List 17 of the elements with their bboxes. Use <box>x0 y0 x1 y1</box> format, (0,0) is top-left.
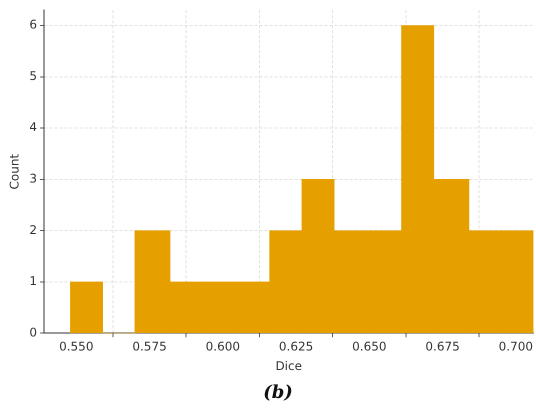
y-tick-label: 1 <box>29 274 38 288</box>
x-tick-label: 0.650 <box>352 340 386 354</box>
text: (b) <box>262 382 294 403</box>
x-tick-label: 0.600 <box>206 340 240 354</box>
y-tick-label: 4 <box>29 120 38 134</box>
y-axis-title: Count <box>7 154 22 190</box>
x-tick-label: 0.675 <box>425 340 460 354</box>
y-tick-label: 5 <box>29 68 38 83</box>
y-tick-label: 2 <box>29 222 38 237</box>
y-tick-label: 6 <box>29 18 38 32</box>
y-tick-label: 0 <box>29 325 38 340</box>
x-tick-label: 0.575 <box>132 340 167 354</box>
y-tick-label: 3 <box>29 172 38 186</box>
x-axis-title: Dice <box>275 358 302 373</box>
x-tick-label: 0.625 <box>278 340 314 354</box>
x-tick-label: 0.550 <box>59 340 94 354</box>
x-tick-label: 0.700 <box>498 340 534 354</box>
